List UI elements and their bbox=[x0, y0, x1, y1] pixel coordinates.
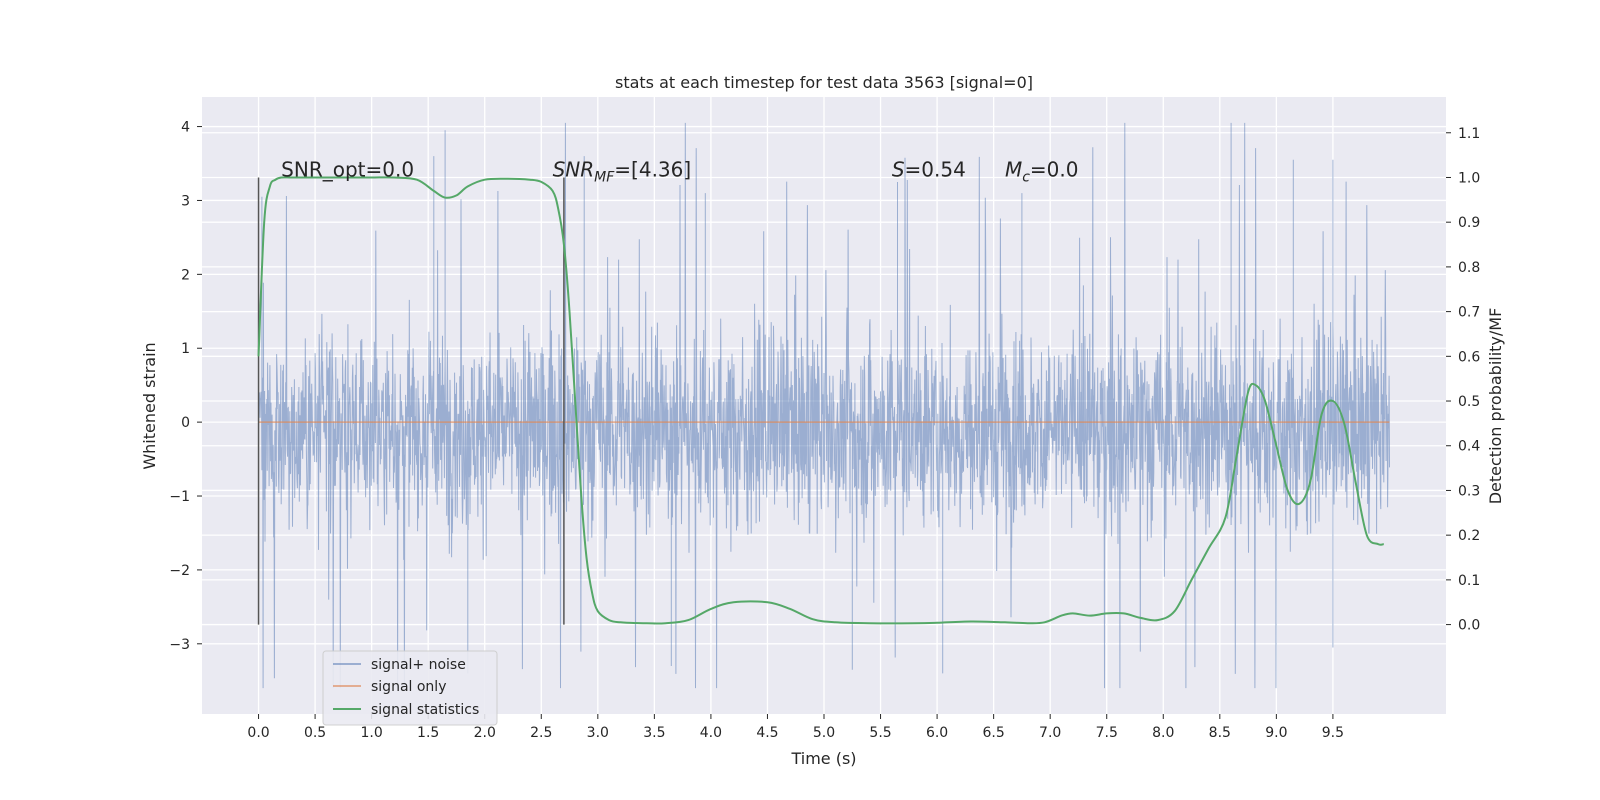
y-right-tick-label-1: 0.1 bbox=[1458, 573, 1480, 589]
x-tick-label-15: 7.5 bbox=[1096, 725, 1118, 741]
x-tick-label-19: 9.5 bbox=[1322, 725, 1344, 741]
y-axis-label-right: Detection probability/MF bbox=[1486, 308, 1505, 505]
series-signal-noise bbox=[258, 122, 1390, 689]
y-left-tick-label-3: 0 bbox=[181, 415, 190, 431]
legend-label-signal-only: signal only bbox=[371, 679, 446, 695]
x-tick-label-16: 8.0 bbox=[1152, 725, 1174, 741]
signal-statistics-line bbox=[257, 176, 1384, 625]
annotation-snr-mf: SNRMF=[4.36] bbox=[553, 157, 692, 185]
y-left-tick-label-0: −3 bbox=[169, 637, 190, 653]
y-right-tick-label-9: 0.9 bbox=[1458, 215, 1480, 231]
y-left-tick-label-1: −2 bbox=[169, 563, 190, 579]
series-signal-statistics bbox=[257, 176, 1384, 625]
y-left-tick-label-5: 2 bbox=[181, 267, 190, 283]
signal-noise-line bbox=[258, 122, 1390, 689]
y-axis-label-left: Whitened strain bbox=[140, 342, 159, 469]
annotation-snr-opt: SNR_opt=0.0 bbox=[281, 157, 414, 181]
y-right-tick-label-2: 0.2 bbox=[1458, 528, 1480, 544]
x-tick-label-9: 4.5 bbox=[756, 725, 778, 741]
y-right-tick-label-8: 0.8 bbox=[1458, 260, 1480, 276]
y-right-tick-label-11: 1.1 bbox=[1458, 126, 1480, 142]
x-tick-label-8: 4.0 bbox=[700, 725, 722, 741]
x-tick-label-1: 0.5 bbox=[304, 725, 326, 741]
y-right-tick-label-10: 1.0 bbox=[1458, 170, 1480, 186]
x-tick-label-17: 8.5 bbox=[1209, 725, 1231, 741]
x-tick-label-10: 5.0 bbox=[813, 725, 835, 741]
legend-label-signal-statistics: signal statistics bbox=[371, 702, 479, 718]
y-right-tick-label-4: 0.4 bbox=[1458, 439, 1480, 455]
axis-ticks: 0.0 0.5 1.0 1.5 2.0 2.5 3.0 3.5 4.0 4.5 5.0 5.5 6.0 6… bbox=[169, 120, 1480, 741]
annotations: SNR_opt=0.0 SNRMF=[4.36] S=0.54 Mc=0.0 bbox=[281, 157, 1078, 185]
x-axis-label: Time (s) bbox=[790, 749, 856, 768]
x-tick-label-13: 6.5 bbox=[983, 725, 1005, 741]
y-right-tick-label-6: 0.6 bbox=[1458, 349, 1480, 365]
x-tick-label-4: 2.0 bbox=[474, 725, 496, 741]
legend: signal+ noise signal only signal statist… bbox=[322, 650, 498, 726]
legend-box bbox=[322, 650, 498, 726]
x-tick-label-12: 6.0 bbox=[926, 725, 948, 741]
annotation-mc: Mc=0.0 bbox=[1005, 157, 1079, 185]
x-tick-label-0: 0.0 bbox=[247, 725, 269, 741]
y-left-tick-label-4: 1 bbox=[181, 341, 190, 357]
x-tick-label-7: 3.5 bbox=[643, 725, 665, 741]
x-tick-label-5: 2.5 bbox=[530, 725, 552, 741]
x-tick-label-3: 1.5 bbox=[417, 725, 439, 741]
y-left-tick-label-7: 4 bbox=[181, 120, 190, 136]
chart-title: stats at each timestep for test data 356… bbox=[615, 73, 1033, 92]
x-tick-label-11: 5.5 bbox=[869, 725, 891, 741]
y-right-tick-label-0: 0.0 bbox=[1458, 618, 1480, 634]
x-tick-label-6: 3.0 bbox=[587, 725, 609, 741]
legend-label-signal-noise: signal+ noise bbox=[371, 657, 466, 673]
x-tick-label-18: 9.0 bbox=[1265, 725, 1287, 741]
y-right-tick-label-5: 0.5 bbox=[1458, 394, 1480, 410]
x-tick-label-14: 7.0 bbox=[1039, 725, 1061, 741]
annotation-s: S=0.54 bbox=[892, 157, 966, 181]
y-right-tick-label-7: 0.7 bbox=[1458, 305, 1480, 321]
y-left-tick-label-6: 3 bbox=[181, 193, 190, 209]
y-right-tick-label-3: 0.3 bbox=[1458, 483, 1480, 499]
y-left-tick-label-2: −1 bbox=[169, 489, 190, 505]
x-tick-label-2: 1.0 bbox=[361, 725, 383, 741]
